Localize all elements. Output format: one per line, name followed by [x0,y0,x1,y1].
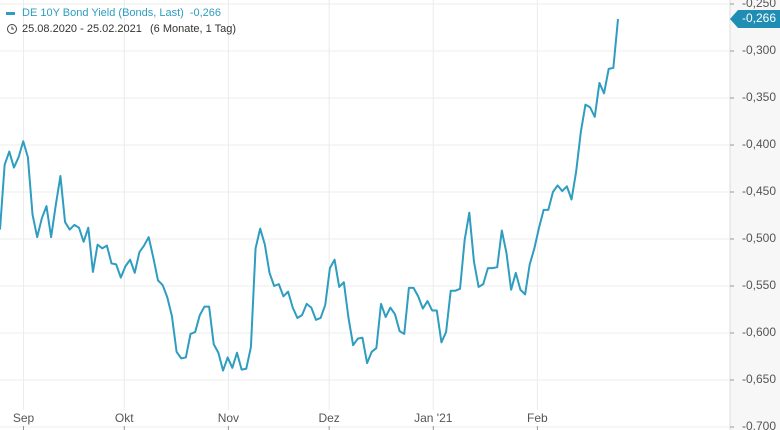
y-axis-panel [730,0,780,430]
price-line [0,18,619,372]
y-tick-label: -0,700 [742,419,776,430]
clock-icon [7,24,17,34]
y-tick-label: -0,400 [742,137,776,151]
last-value-label: -0,266 [742,11,776,25]
x-tick-label: Jan '21 [414,411,453,425]
y-tick-label: -0,500 [742,231,776,245]
x-tick-label: Feb [527,411,548,425]
y-tick-label: -0,600 [742,325,776,339]
x-tick-label: Dez [318,411,339,425]
x-tick-label: Okt [115,411,134,425]
header-last-value: -0,266 [190,7,221,19]
legend-swatch [6,12,15,15]
x-tick-label: Sep [13,411,35,425]
y-tick-label: -0,350 [742,90,776,104]
x-tick-label: Nov [218,411,239,425]
y-tick-label: -0,450 [742,184,776,198]
y-tick-label: -0,250 [742,0,776,10]
y-tick-label: -0,650 [742,372,776,386]
period: 25.08.2020 - 25.02.2021 [22,23,142,35]
legend-label: DE 10Y Bond Yield (Bonds, Last) [22,7,184,19]
last-value-badge [730,10,780,29]
duration: (6 Monate, 1 Tag) [150,23,236,35]
clock-hands [11,26,14,30]
y-tick-label: -0,300 [742,43,776,57]
y-tick-label: -0,550 [742,278,776,292]
